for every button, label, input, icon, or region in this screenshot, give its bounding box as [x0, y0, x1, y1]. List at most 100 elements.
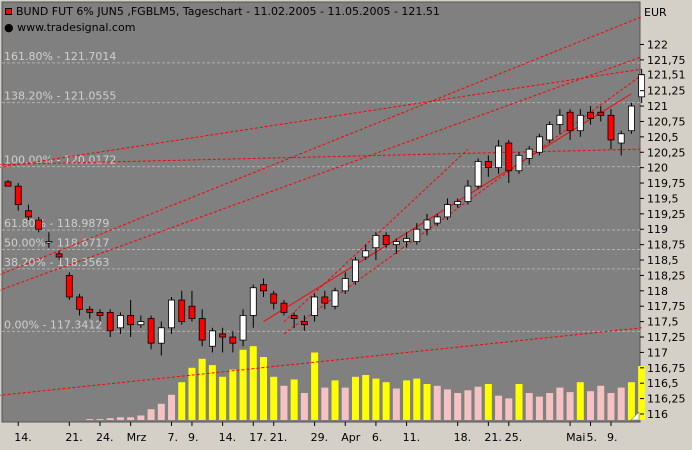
volume-bar — [474, 386, 482, 420]
volume-bar — [443, 389, 451, 420]
volume-bar — [423, 384, 431, 420]
volume-bar — [341, 387, 349, 420]
candle-body — [587, 111, 594, 119]
volume-bar — [208, 365, 216, 420]
candle-body — [505, 142, 513, 172]
candle-body — [362, 250, 370, 258]
candle-body — [382, 234, 390, 246]
candle-body — [260, 284, 267, 292]
symbol-color-swatch — [5, 8, 12, 15]
candle-body — [229, 336, 237, 344]
y-tick-label: 118 — [647, 285, 668, 298]
volume-bar — [576, 382, 584, 420]
candles — [4, 69, 646, 356]
website-label: ● www.tradesignal.com — [4, 21, 136, 34]
x-tick-label: 11. — [403, 431, 421, 444]
x-tick-label: 24. — [96, 431, 114, 444]
y-tick-label: 119,5 — [647, 192, 679, 205]
fib-level-label: 50.00% - 118.6717 — [4, 236, 109, 249]
candle-body — [96, 311, 104, 316]
plot-background — [1, 1, 641, 423]
candle-body — [454, 201, 462, 206]
volume-bar — [484, 384, 492, 420]
y-tick-label: 117,75 — [647, 300, 686, 313]
trendline — [0, 327, 642, 396]
volume-bar — [535, 396, 543, 420]
volume-bar — [260, 357, 267, 420]
y-tick-label: 119,25 — [647, 208, 686, 221]
y-tick-label: 117,25 — [647, 331, 686, 344]
candle-body — [444, 204, 451, 218]
candle-body — [372, 234, 380, 249]
candle-body — [628, 105, 635, 132]
fib-level-label: 0.00% - 117.3412 — [4, 318, 102, 331]
candle-body — [525, 148, 533, 159]
volume-bar — [219, 376, 227, 420]
candle-body — [219, 333, 227, 338]
candle-body — [249, 287, 257, 316]
y-tick-label: 120 — [647, 162, 668, 175]
candle-body — [413, 228, 421, 242]
candle-body — [86, 308, 94, 313]
volume-bar — [106, 418, 114, 420]
candle-body — [638, 74, 646, 98]
candle-body — [331, 290, 339, 307]
y-tick-label: 116,5 — [647, 377, 679, 390]
volume-bar — [137, 415, 145, 420]
x-tick-label: 7. — [168, 431, 179, 444]
candle-body — [392, 241, 400, 246]
x-tick-label: 21. — [270, 431, 288, 444]
fib-level-label: 100.00% - 120.0172 — [4, 154, 116, 167]
volume-bar — [382, 382, 390, 420]
candle-body — [423, 219, 431, 230]
candle-body — [300, 321, 308, 326]
candle-body — [546, 124, 554, 141]
volume-bar — [403, 380, 411, 420]
volume-bar — [116, 417, 124, 420]
x-tick-label: 18. — [454, 431, 472, 444]
candle-body — [14, 185, 22, 206]
y-tick-label: 121,25 — [647, 85, 686, 98]
volume-bar — [454, 393, 462, 420]
candle-body — [617, 133, 625, 144]
volume-bar — [607, 393, 615, 420]
x-tick-label: 14. — [219, 431, 237, 444]
candle-body — [321, 296, 329, 304]
volume-bar — [86, 419, 94, 420]
x-tick-label: 25. — [505, 431, 523, 444]
resize-grip[interactable] — [630, 411, 640, 421]
candle-body — [157, 327, 165, 344]
volume-bar — [198, 358, 206, 420]
candle-body — [403, 238, 410, 242]
y-tick-label: 119,75 — [647, 177, 686, 190]
volume-bar — [566, 392, 574, 420]
volume-bar — [495, 395, 503, 420]
candle-body — [239, 315, 247, 341]
volume-bar — [617, 387, 625, 420]
volume-bar — [351, 376, 359, 420]
fib-level-label: 38.20% - 118.3563 — [4, 256, 109, 269]
y-tick-label: 116 — [647, 408, 668, 421]
fib-level-label: 61.80% - 118.9879 — [4, 217, 109, 230]
volume-bar — [321, 387, 329, 420]
candle-body — [188, 305, 196, 319]
candle-body — [536, 136, 543, 153]
y-tick-label: 120,25 — [647, 146, 686, 159]
volume-bar — [372, 378, 380, 420]
candle-body — [147, 318, 155, 344]
volume-bar — [464, 390, 472, 420]
volume-bar — [331, 380, 339, 420]
volume-bar — [597, 385, 605, 420]
volume-bar — [270, 376, 278, 420]
candle-body — [515, 154, 523, 172]
x-tick-label: 21. — [484, 431, 502, 444]
y-tick-label: 116,75 — [647, 362, 686, 375]
volume-bar — [127, 417, 135, 420]
candle-body — [106, 311, 114, 332]
candle-body — [566, 111, 574, 132]
volume-bar — [96, 419, 104, 420]
candle-body — [198, 318, 206, 341]
volume-bar — [239, 349, 247, 420]
y-tick-label: 120,75 — [647, 115, 686, 128]
